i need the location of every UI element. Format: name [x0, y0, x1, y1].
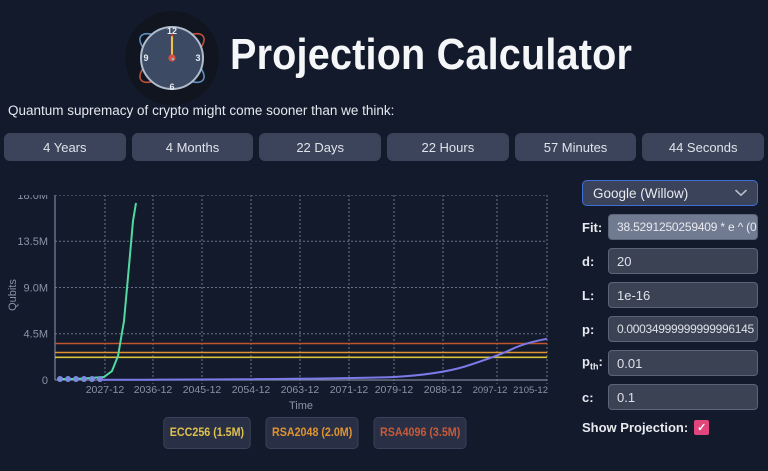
svg-text:6: 6 — [169, 82, 174, 92]
svg-text:2063-12: 2063-12 — [281, 384, 320, 396]
svg-text:3: 3 — [195, 53, 200, 63]
svg-text:2036-12: 2036-12 — [134, 384, 173, 396]
svg-text:13.5M: 13.5M — [17, 236, 48, 248]
svg-text:0: 0 — [42, 375, 48, 387]
svg-text:9: 9 — [143, 53, 148, 63]
svg-text:2079-12: 2079-12 — [375, 384, 414, 396]
svg-text:2105-12: 2105-12 — [513, 385, 548, 396]
svg-text:2054-12: 2054-12 — [232, 384, 271, 396]
svg-text:9.0M: 9.0M — [24, 282, 48, 294]
svg-text:2045-12: 2045-12 — [183, 384, 222, 396]
svg-text:Qubits: Qubits — [7, 279, 19, 311]
svg-text:2088-12: 2088-12 — [424, 384, 463, 396]
svg-text:Time: Time — [289, 400, 313, 412]
svg-text:2071-12: 2071-12 — [330, 384, 369, 396]
svg-text:2097-12: 2097-12 — [473, 385, 508, 396]
svg-text:4.5M: 4.5M — [24, 329, 48, 341]
svg-text:18.0M: 18.0M — [17, 195, 48, 202]
svg-text:2027-12: 2027-12 — [86, 384, 125, 396]
